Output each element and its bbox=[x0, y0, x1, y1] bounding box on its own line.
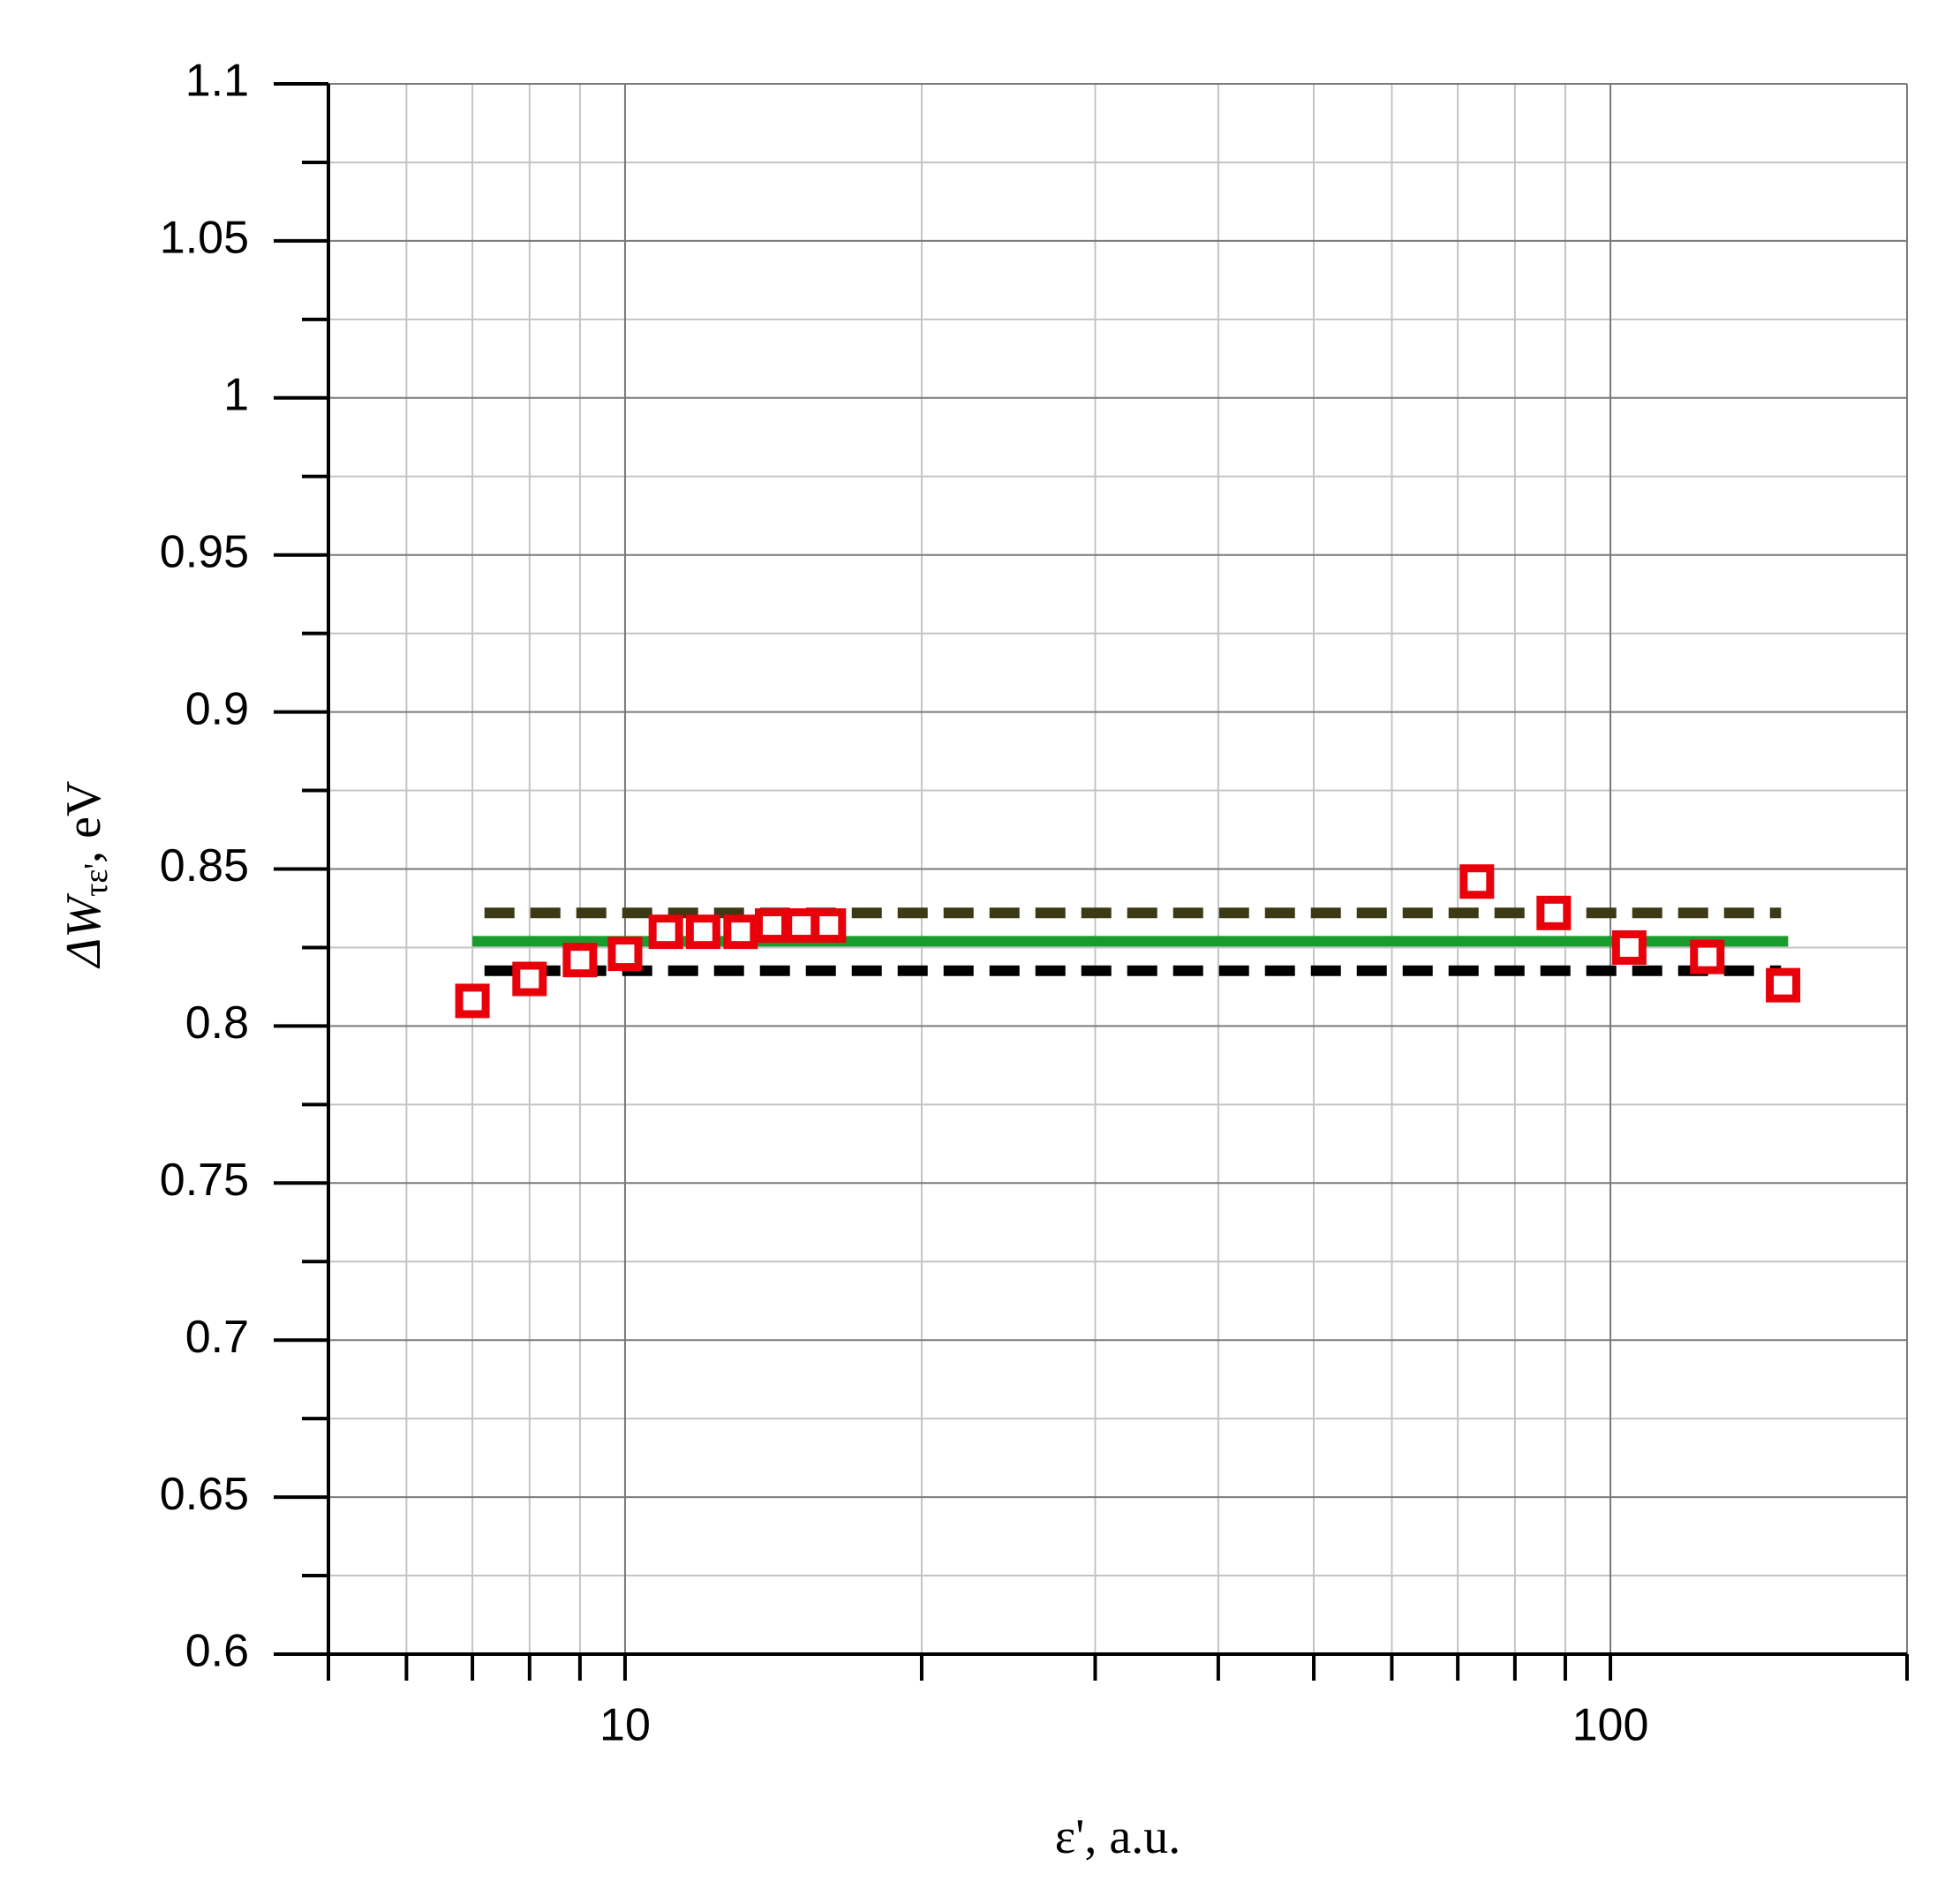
x-tick-label: 10 bbox=[599, 1700, 651, 1751]
data-point bbox=[512, 961, 547, 997]
y-tick-label: 0.75 bbox=[160, 1155, 249, 1206]
data-point bbox=[1536, 895, 1572, 930]
data-point bbox=[723, 914, 758, 950]
y-tick-label: 0.7 bbox=[185, 1312, 249, 1363]
data-point bbox=[607, 937, 643, 972]
data-point bbox=[648, 914, 683, 950]
y-tick-label: 1.1 bbox=[185, 56, 249, 107]
y-axis-title: ΔWτε', eV bbox=[57, 781, 115, 969]
y-tick-label: 0.6 bbox=[185, 1626, 249, 1677]
y-tick-label: 0.8 bbox=[185, 997, 249, 1049]
data-point bbox=[562, 943, 598, 978]
y-axis-title-rest: , eV bbox=[57, 781, 111, 863]
data-point bbox=[685, 914, 720, 950]
data-point bbox=[755, 908, 790, 944]
y-axis-title-sub: τε' bbox=[78, 863, 115, 897]
y-tick-label: 0.9 bbox=[185, 683, 249, 734]
data-point bbox=[455, 983, 490, 1019]
x-tick-label: 100 bbox=[1572, 1700, 1649, 1751]
y-axis-title-main: ΔW bbox=[57, 893, 111, 969]
data-point bbox=[1611, 929, 1647, 965]
data-point bbox=[1690, 939, 1725, 974]
x-axis-title: ε', a.u. bbox=[1055, 1809, 1180, 1864]
data-point bbox=[1766, 967, 1801, 1003]
data-point bbox=[811, 908, 847, 944]
data-point bbox=[784, 908, 819, 944]
data-point bbox=[1459, 864, 1495, 899]
y-tick-label: 1.05 bbox=[160, 213, 249, 264]
y-tick-label: 1 bbox=[223, 370, 249, 421]
y-tick-label: 0.95 bbox=[160, 526, 249, 577]
y-tick-label: 0.85 bbox=[160, 840, 249, 892]
y-tick-label: 0.65 bbox=[160, 1469, 249, 1520]
